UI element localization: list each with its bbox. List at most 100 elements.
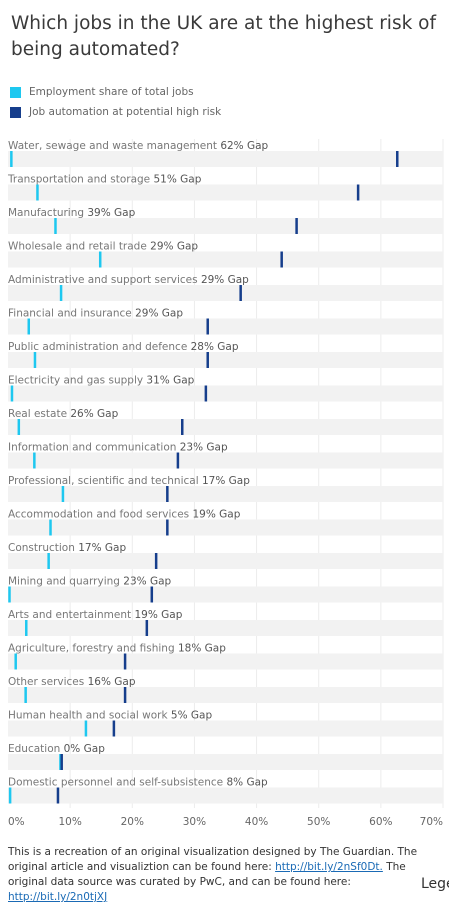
automation-mark xyxy=(112,720,116,737)
row-label: Manufacturing 39% Gap xyxy=(8,207,136,219)
automation-mark xyxy=(239,285,242,301)
employment-mark xyxy=(98,251,102,268)
chart-title: Which jobs in the UK are at the highest … xyxy=(11,13,437,60)
automation-mark xyxy=(145,620,149,636)
legend: Employment share of total jobs Job autom… xyxy=(10,82,221,122)
employment-mark xyxy=(25,620,28,636)
employment-mark xyxy=(84,720,88,737)
footer-note: This is a recreation of an original visu… xyxy=(8,845,428,905)
employment-mark xyxy=(59,285,63,301)
automation-mark xyxy=(176,452,180,469)
footer-text-1: This is a recreation of an original visu… xyxy=(8,846,418,873)
row-label: Other services 16% Gap xyxy=(8,676,136,688)
row-label: Wholesale and retail trade 29% Gap xyxy=(8,241,198,253)
row-track xyxy=(8,452,443,469)
automation-mark xyxy=(204,385,208,402)
row-track xyxy=(8,251,443,268)
automation-mark xyxy=(154,553,158,569)
footer-text-2: The original data source was curated by … xyxy=(8,861,406,888)
automation-mark xyxy=(56,787,60,804)
row-track xyxy=(8,653,443,670)
legend-label-employment: Employment share of total jobs xyxy=(29,86,194,98)
automation-mark xyxy=(396,151,399,167)
row-track xyxy=(8,285,443,301)
guardian-link[interactable]: http://bit.ly/2nSf0Dt. xyxy=(275,861,383,873)
x-tick-label: 30% xyxy=(183,816,206,828)
row-track xyxy=(8,787,443,804)
employment-mark xyxy=(27,318,31,335)
automation-mark xyxy=(150,586,154,603)
x-tick-label: 70% xyxy=(420,816,443,828)
legend-swatch-employment xyxy=(10,86,21,98)
automation-mark xyxy=(181,419,184,435)
row-track xyxy=(8,352,443,368)
row-track xyxy=(8,519,443,536)
pwc-link[interactable]: http://bit.ly/2n0tjXJ xyxy=(8,891,108,903)
automation-mark xyxy=(60,754,63,770)
x-tick-label: 40% xyxy=(245,816,268,828)
employment-mark xyxy=(47,553,50,569)
row-label: Public administration and defence 28% Ga… xyxy=(8,341,239,353)
employment-mark xyxy=(33,452,36,469)
legend-corner-label: Lege xyxy=(421,876,449,892)
x-tick-label: 20% xyxy=(121,816,144,828)
row-track xyxy=(8,318,443,335)
row-track xyxy=(8,553,443,569)
row-track xyxy=(8,419,443,435)
automation-mark xyxy=(280,251,283,268)
row-label: Education 0% Gap xyxy=(8,743,105,755)
row-track xyxy=(8,586,443,603)
row-track xyxy=(8,720,443,737)
row-label: Water, sewage and waste management 62% G… xyxy=(8,140,269,152)
row-track xyxy=(8,151,443,167)
chart: Water, sewage and waste management 62% G… xyxy=(7,139,444,828)
automation-mark xyxy=(356,184,360,201)
row-label: Arts and entertainment 19% Gap xyxy=(8,609,183,621)
row-track xyxy=(8,687,443,703)
row-label: Transportation and storage 51% Gap xyxy=(7,174,202,186)
row-label: Electricity and gas supply 31% Gap xyxy=(8,375,195,387)
automation-mark xyxy=(295,218,298,234)
employment-mark xyxy=(10,385,14,402)
automation-mark xyxy=(166,486,169,502)
legend-item-automation[interactable]: Job automation at potential high risk xyxy=(10,102,221,122)
row-track xyxy=(8,184,443,201)
row-label: Accommodation and food services 19% Gap xyxy=(8,509,241,521)
x-tick-label: 0% xyxy=(8,816,25,828)
legend-label-automation: Job automation at potential high risk xyxy=(29,106,222,118)
row-track xyxy=(8,620,443,636)
employment-mark xyxy=(8,787,12,804)
row-label: Administrative and support services 29% … xyxy=(8,274,249,286)
row-label: Financial and insurance 29% Gap xyxy=(8,308,183,320)
automation-mark xyxy=(123,687,127,703)
legend-item-employment[interactable]: Employment share of total jobs xyxy=(10,82,221,102)
row-label: Information and communication 23% Gap xyxy=(8,442,228,454)
employment-mark xyxy=(61,486,65,502)
x-tick-label: 10% xyxy=(58,816,81,828)
row-track xyxy=(8,754,443,770)
row-track xyxy=(8,218,443,234)
row-label: Domestic personnel and self-subsistence … xyxy=(8,777,268,789)
row-label: Professional, scientific and technical 1… xyxy=(8,475,250,487)
legend-swatch-automation xyxy=(10,106,21,118)
row-label: Mining and quarrying 23% Gap xyxy=(8,576,172,588)
row-label: Agriculture, forestry and fishing 18% Ga… xyxy=(8,643,226,655)
automation-mark xyxy=(206,352,209,368)
employment-mark xyxy=(10,151,13,167)
automation-mark xyxy=(123,653,127,670)
row-track xyxy=(8,486,443,502)
automation-mark xyxy=(166,519,169,536)
automation-mark xyxy=(206,318,209,335)
row-label: Real estate 26% Gap xyxy=(8,408,119,420)
row-label: Human health and social work 5% Gap xyxy=(8,710,212,722)
row-track xyxy=(8,385,443,402)
employment-mark xyxy=(49,519,52,536)
employment-mark xyxy=(54,218,57,234)
employment-mark xyxy=(36,184,39,201)
employment-mark xyxy=(33,352,37,368)
employment-mark xyxy=(17,419,21,435)
row-label: Construction 17% Gap xyxy=(8,542,126,554)
employment-mark xyxy=(8,586,11,603)
x-tick-label: 60% xyxy=(369,816,392,828)
employment-mark xyxy=(14,653,17,670)
